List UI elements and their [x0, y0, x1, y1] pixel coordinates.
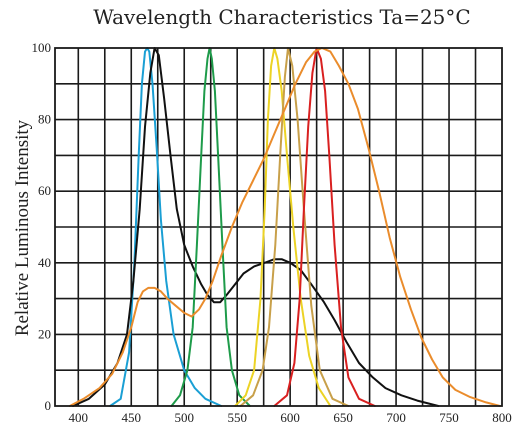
x-tick-label: 450 [122, 410, 142, 425]
series-line-7 [68, 47, 501, 407]
x-tick-label: 750 [439, 410, 459, 425]
x-tick-label: 800 [492, 410, 512, 425]
y-axis-label: Relative Luminous Intensity [12, 119, 33, 336]
y-tick-label: 100 [32, 40, 52, 55]
x-tick-label: 400 [69, 410, 89, 425]
y-tick-label: 0 [45, 398, 52, 413]
x-tick-label: 500 [174, 410, 194, 425]
x-tick-label: 650 [333, 410, 353, 425]
y-tick-label: 60 [38, 183, 51, 198]
chart-grid [55, 48, 502, 406]
chart-title: Wavelength Characteristics Ta=25°C [93, 5, 470, 29]
plot-frame [54, 47, 503, 407]
x-axis-ticks: 400 450 500 550 600 650 700 750 800 [69, 410, 512, 425]
y-axis-ticks: 0 20 40 60 80 100 [32, 40, 52, 413]
series-line-4 [234, 47, 332, 407]
x-tick-label: 550 [227, 410, 247, 425]
x-tick-label: 600 [280, 410, 300, 425]
series-line-6 [273, 47, 376, 407]
x-tick-label: 700 [386, 410, 406, 425]
y-tick-label: 40 [38, 255, 51, 270]
y-tick-label: 80 [38, 112, 51, 127]
y-tick-label: 20 [38, 326, 51, 341]
